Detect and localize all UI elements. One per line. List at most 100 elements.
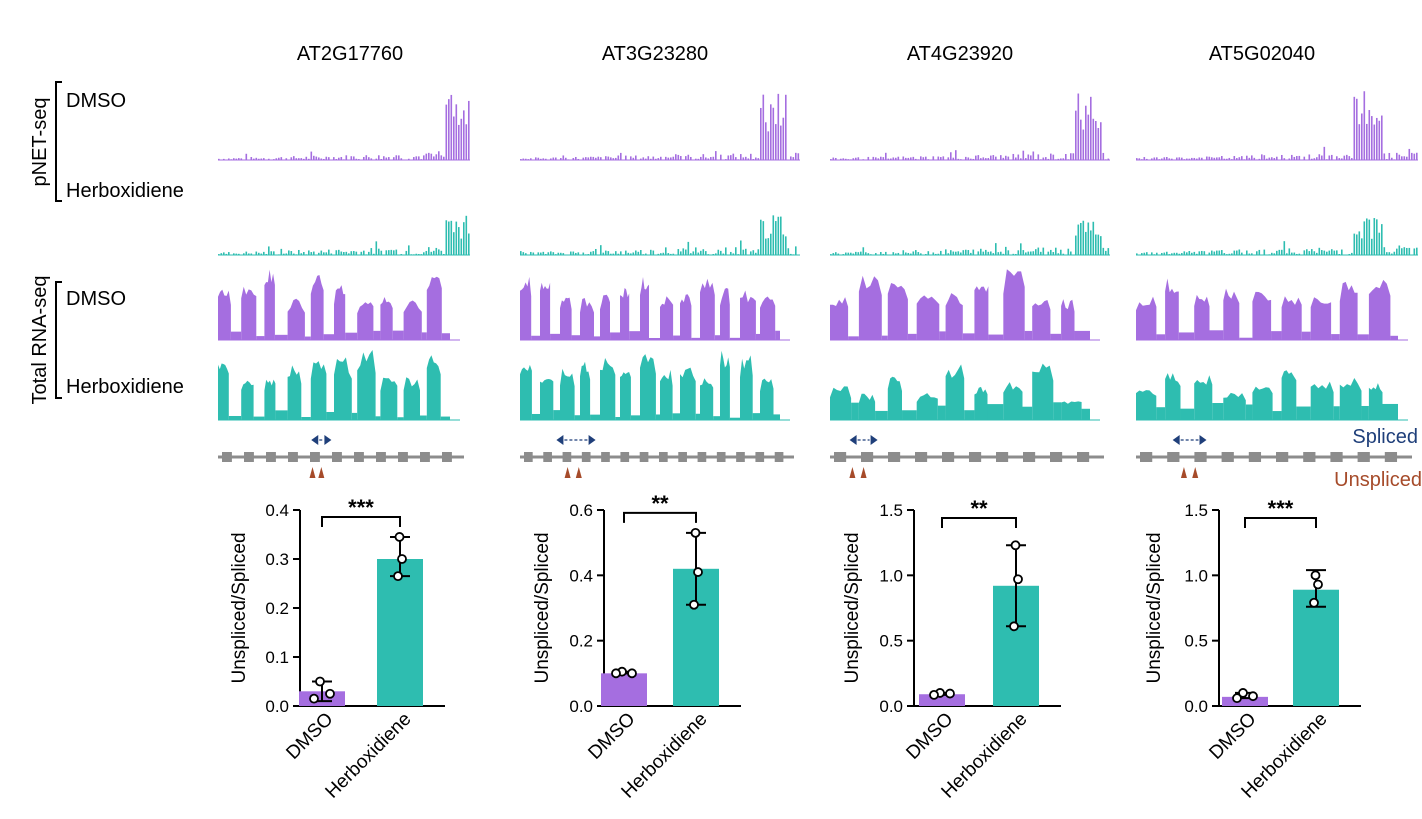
- unspliced-primer-left: [309, 467, 316, 478]
- pnet-dmso-track-AT3G23280-read: [730, 155, 732, 160]
- pnet-herbo-track-AT5G02040-read: [1246, 250, 1248, 255]
- total-herbo-track-AT5G02040-intron: [1212, 403, 1224, 420]
- pnet-dmso-track-AT5G02040-read: [1178, 157, 1181, 160]
- pnet-dmso-track-AT4G23920-read: [915, 158, 917, 160]
- pnet-herbo-track-AT3G23280-read: [610, 253, 612, 255]
- pnet-dmso-track-AT5G02040-read: [1226, 158, 1228, 160]
- total-herbo-track-AT2G17760-intron: [419, 415, 427, 420]
- pnet-herbo-track-AT4G23920-read: [967, 250, 970, 255]
- pnet-herbo-track-AT2G17760-read: [273, 251, 275, 255]
- pnet-dmso-track-AT2G17760-read: [253, 158, 255, 160]
- total-dmso-track-AT4G23920-exon: [858, 275, 882, 340]
- total-dmso-track-AT5G02040-exon: [1368, 279, 1391, 340]
- pnet-dmso-track-AT4G23920-read: [1050, 153, 1052, 160]
- pnet-dmso-track-AT3G23280-read: [607, 156, 610, 160]
- pnet-dmso-track-AT3G23280-read: [760, 107, 762, 160]
- pnet-dmso-track-AT3G23280-read: [577, 158, 580, 160]
- pnet-dmso-track-AT3G23280-read: [740, 154, 742, 160]
- pnet-herbo-track-AT5G02040-read: [1371, 238, 1373, 255]
- total-herbo-track-AT5G02040-exon: [1310, 381, 1334, 420]
- total-dmso-track-AT5G02040-intron: [1301, 331, 1311, 340]
- pnet-herbo-track-AT3G23280-read: [767, 238, 770, 255]
- pnet-dmso-track-AT4G23920-read: [895, 157, 897, 160]
- pnet-dmso-track-AT3G23280-read: [757, 158, 760, 160]
- pnet-herbo-track-AT5G02040-read: [1273, 253, 1276, 255]
- pnet-herbo-track-AT2G17760-read: [410, 254, 413, 255]
- pnet-herbo-track-AT2G17760-read: [453, 232, 455, 255]
- pnet-dmso-track-AT2G17760-read: [393, 157, 395, 160]
- pnet-dmso-track-AT4G23920-read: [1052, 154, 1055, 160]
- total-dmso-track-AT4G23920-exon: [830, 297, 849, 340]
- replicate-point: [611, 668, 621, 679]
- pnet-dmso-track-AT4G23920-read: [1105, 159, 1107, 160]
- pnet-herbo-track-AT3G23280-read: [660, 253, 662, 255]
- total-herbo-track-AT2G17760-exon: [380, 377, 398, 420]
- pnet-dmso-track-AT2G17760-read: [378, 155, 380, 160]
- pnet-herbo-track-AT2G17760-read: [395, 249, 398, 255]
- bar-herboxidiene: [1293, 589, 1339, 706]
- pnet-herbo-track-AT4G23920-read: [945, 249, 947, 255]
- pnet-herbo-track-AT4G23920: [830, 220, 1110, 256]
- pnet-herbo-track-AT4G23920-read: [995, 243, 997, 255]
- pnet-herbo-track-AT5G02040-read: [1326, 251, 1328, 255]
- pnet-herbo-track-AT5G02040-read: [1313, 251, 1316, 255]
- pnet-dmso-track-AT2G17760-read: [318, 157, 320, 160]
- pnet-herbo-track-AT2G17760-read: [368, 251, 370, 255]
- total-dmso-track-AT3G23280-intron: [714, 335, 720, 340]
- gene-exon: [915, 452, 928, 462]
- pnet-herbo-track-AT3G23280-read: [735, 247, 737, 255]
- significance-bracket: [623, 511, 697, 523]
- pnet-herbo-track-AT4G23920-read: [1002, 253, 1005, 255]
- pnet-dmso-track-AT4G23920-read: [1057, 158, 1060, 160]
- pnet-herbo-track-AT5G02040-read: [1248, 253, 1251, 255]
- pnet-herbo-track-AT3G23280-read: [595, 248, 597, 255]
- pnet-herbo-track-AT4G23920-read: [907, 252, 910, 255]
- pnet-herbo-track-AT3G23280-read: [560, 252, 562, 255]
- pnet-dmso-track-AT3G23280-read: [572, 157, 575, 160]
- pnet-herbo-track-AT5G02040-read: [1286, 253, 1288, 255]
- pnet-herbo-track-AT4G23920-read: [950, 250, 952, 255]
- total-herbo-track-AT2G17760-intron: [375, 416, 381, 420]
- pnet-dmso-track-AT4G23920-read: [1037, 154, 1040, 160]
- pnet-dmso-track-AT4G23920-read: [982, 157, 985, 160]
- gene-exon: [996, 452, 1009, 462]
- total-herbo-track-AT3G23280-intron: [574, 415, 580, 420]
- pnet-dmso-track-AT4G23920-read: [847, 159, 850, 160]
- pnet-herbo-track-AT5G02040-read: [1211, 250, 1213, 255]
- y-tick-label: 1.5: [879, 501, 903, 520]
- pnet-herbo-track-AT2G17760-read: [305, 254, 308, 255]
- pnet-dmso-track-AT5G02040-read: [1218, 157, 1221, 160]
- pnet-dmso-track-AT4G23920-read: [950, 152, 952, 160]
- replicate-point: [1009, 621, 1019, 632]
- pnet-dmso-track-AT4G23920-read: [1027, 154, 1030, 160]
- y-tick-label: 0.1: [265, 648, 289, 667]
- pnet-herbo-track-AT3G23280-read: [540, 252, 542, 255]
- pnet-herbo-track-AT2G17760-read: [265, 254, 268, 255]
- pnet-dmso-track-AT3G23280-read: [780, 125, 782, 160]
- pnet-dmso-track-AT4G23920-read: [1017, 154, 1020, 160]
- pnet-herbo-track-AT4G23920-read: [892, 252, 895, 255]
- pnet-dmso-track-AT3G23280-read: [725, 159, 727, 160]
- pnet-herbo-track-AT4G23920-read: [915, 250, 917, 255]
- pnet-herbo-track-AT3G23280-read: [752, 250, 755, 255]
- pnet-herbo-track-AT5G02040-read: [1201, 250, 1203, 255]
- pnet-dmso-track-AT2G17760-read: [268, 158, 270, 160]
- y-axis-label: Unspliced/Spliced: [229, 532, 250, 683]
- total-herbo-track-AT2G17760-exon: [426, 355, 441, 420]
- pnet-herbo-track-AT4G23920-read: [847, 252, 850, 255]
- pnet-dmso-track-AT3G23280-read: [615, 157, 617, 160]
- pnet-dmso-track-AT2G17760-read: [430, 153, 433, 160]
- pnet-herbo-track-AT4G23920-read: [1055, 247, 1057, 255]
- total-dmso-track-AT2G17760-intron: [323, 334, 334, 340]
- pnet-herbo-track-AT4G23920-read: [882, 253, 885, 255]
- pnet-dmso-track-AT5G02040-read: [1316, 157, 1318, 160]
- total-herbo-track-AT4G23920-exon: [945, 364, 965, 420]
- pnet-herbo-track-AT2G17760-read: [468, 233, 470, 255]
- pnet-dmso-track-AT2G17760-read: [363, 156, 365, 160]
- pnet-herbo-track-AT2G17760-read: [245, 251, 248, 255]
- total-dmso-track-AT2G17760: [218, 269, 460, 341]
- bar-chart-AT3G23280: 0.00.20.40.6Unspliced/SplicedDMSOHerboxi…: [532, 491, 741, 803]
- pnet-dmso-track-AT5G02040-read: [1388, 152, 1391, 160]
- pnet-dmso-track-AT4G23920-read: [920, 156, 922, 160]
- pnet-dmso-track-AT3G23280-read: [675, 154, 677, 160]
